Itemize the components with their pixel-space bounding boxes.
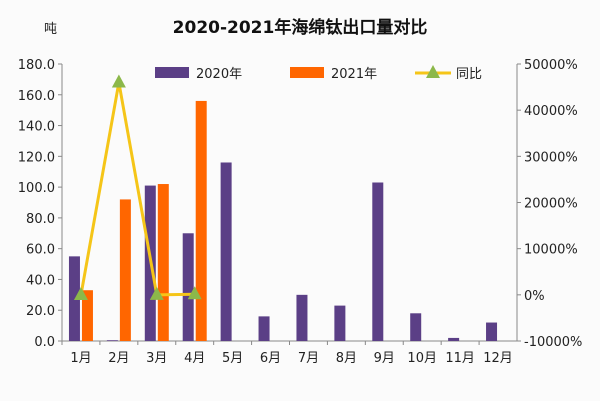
bar-2020年 <box>106 340 118 341</box>
y2-tick-label: 10000% <box>524 243 578 258</box>
x-tick-label: 7月 <box>298 351 319 366</box>
legend-label: 2021年 <box>331 67 377 82</box>
y-tick-label: 120.0 <box>18 150 55 165</box>
yoy-line <box>79 82 195 297</box>
bar-2020年 <box>410 313 422 341</box>
y2-tick-label: 40000% <box>524 104 578 119</box>
x-tick-label: 11月 <box>445 351 475 366</box>
y2-tick-label: -10000% <box>524 335 582 350</box>
y-tick-label: 140.0 <box>18 120 55 135</box>
yoy-marker <box>149 286 164 300</box>
y2-tick-label: 50000% <box>524 58 578 73</box>
bar-2020年 <box>182 233 194 341</box>
y-tick-label: 80.0 <box>26 212 55 227</box>
bar-2020年 <box>296 294 308 341</box>
legend-label: 同比 <box>456 67 482 82</box>
bar-2021年 <box>81 290 93 341</box>
x-tick-label: 8月 <box>336 351 357 366</box>
legend-swatch <box>155 67 189 78</box>
chart-title: 2020-2021年海绵钛出口量对比 <box>173 17 428 38</box>
x-tick-label: 5月 <box>222 351 243 366</box>
y-tick-label: 160.0 <box>18 89 55 104</box>
bar-2020年 <box>372 182 384 341</box>
bar-2021年 <box>119 199 131 341</box>
y-tick-label: 40.0 <box>26 273 55 288</box>
y-tick-label: 0.0 <box>34 335 55 350</box>
x-tick-label: 6月 <box>260 351 281 366</box>
x-tick-label: 9月 <box>374 351 395 366</box>
bar-2020年 <box>220 162 232 341</box>
x-tick-label: 1月 <box>70 351 91 366</box>
bar-2020年 <box>68 256 80 341</box>
x-tick-label: 2月 <box>108 351 129 366</box>
y2-tick-label: 0% <box>524 289 545 304</box>
y-tick-label: 60.0 <box>26 243 55 258</box>
x-tick-label: 3月 <box>146 351 167 366</box>
bar-2020年 <box>334 305 346 341</box>
bar-2021年 <box>157 184 169 341</box>
y-tick-label: 100.0 <box>18 181 55 196</box>
x-tick-label: 12月 <box>483 351 513 366</box>
bar-2020年 <box>448 337 460 341</box>
y-tick-label: 20.0 <box>26 304 55 319</box>
legend-label: 2020年 <box>196 67 242 82</box>
y-axis-label: 吨 <box>44 22 57 37</box>
bar-2020年 <box>486 322 498 341</box>
bar-2020年 <box>258 316 270 341</box>
y-tick-label: 180.0 <box>18 58 55 73</box>
yoy-marker <box>73 287 88 301</box>
y2-tick-label: 30000% <box>524 150 578 165</box>
x-tick-label: 4月 <box>184 351 205 366</box>
yoy-marker <box>111 74 126 88</box>
bar-2021年 <box>195 100 207 341</box>
x-tick-label: 10月 <box>407 351 437 366</box>
y2-tick-label: 20000% <box>524 197 578 212</box>
legend-swatch <box>290 67 324 78</box>
yoy-marker <box>187 286 202 300</box>
legend-marker <box>426 65 440 78</box>
